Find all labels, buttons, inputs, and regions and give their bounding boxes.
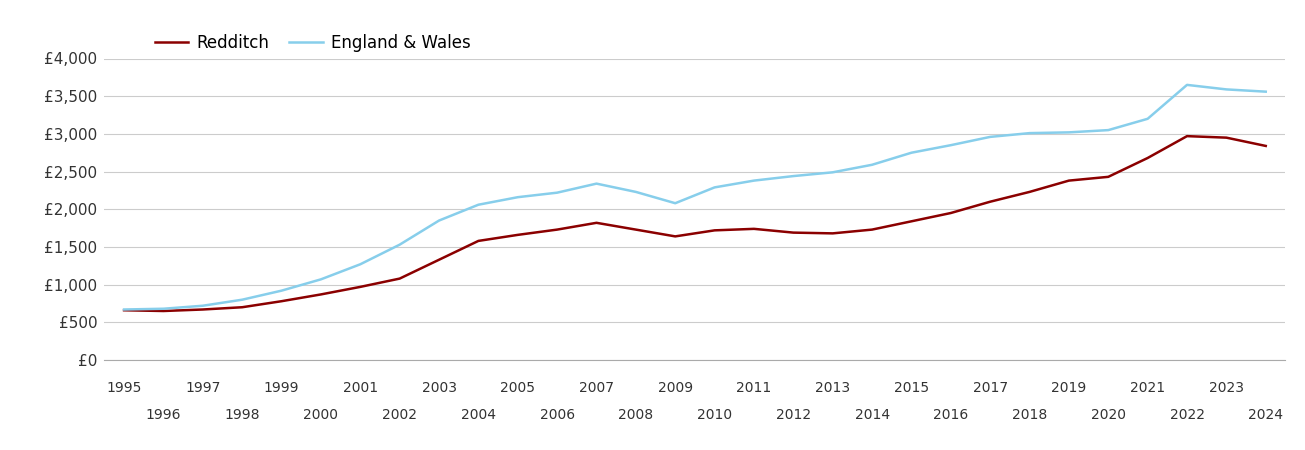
Redditch xyxy=(1061,178,1077,183)
England & Wales xyxy=(392,242,407,248)
Text: 2012: 2012 xyxy=(775,408,810,422)
Redditch xyxy=(1219,135,1235,140)
England & Wales xyxy=(864,162,880,167)
England & Wales xyxy=(194,303,210,308)
Text: 2003: 2003 xyxy=(422,381,457,395)
England & Wales xyxy=(589,181,604,186)
Redditch xyxy=(825,231,840,236)
Text: 2014: 2014 xyxy=(855,408,890,422)
England & Wales xyxy=(116,307,132,312)
England & Wales xyxy=(667,201,683,206)
England & Wales xyxy=(510,194,526,200)
Redditch xyxy=(667,234,683,239)
England & Wales xyxy=(1061,130,1077,135)
Text: 2021: 2021 xyxy=(1130,381,1165,395)
England & Wales xyxy=(1139,116,1155,122)
Text: 2024: 2024 xyxy=(1249,408,1283,422)
Redditch xyxy=(274,298,290,304)
Redditch xyxy=(352,284,368,290)
Text: 2011: 2011 xyxy=(736,381,771,395)
Redditch xyxy=(471,238,487,243)
Text: 2001: 2001 xyxy=(343,381,378,395)
Text: 2017: 2017 xyxy=(972,381,1007,395)
Text: 2013: 2013 xyxy=(816,381,851,395)
Text: 2018: 2018 xyxy=(1011,408,1047,422)
Text: 1995: 1995 xyxy=(107,381,142,395)
Redditch xyxy=(1100,174,1116,180)
Redditch xyxy=(628,227,643,232)
Line: Redditch: Redditch xyxy=(124,136,1266,311)
Text: 2004: 2004 xyxy=(461,408,496,422)
England & Wales xyxy=(903,150,919,155)
England & Wales xyxy=(1180,82,1195,88)
Redditch xyxy=(549,227,565,232)
Redditch xyxy=(392,276,407,281)
Redditch xyxy=(1258,143,1274,148)
Redditch xyxy=(431,257,446,262)
Text: 2002: 2002 xyxy=(382,408,418,422)
England & Wales xyxy=(983,134,998,140)
England & Wales xyxy=(746,178,762,183)
Text: 1999: 1999 xyxy=(264,381,299,395)
England & Wales xyxy=(944,143,959,148)
England & Wales xyxy=(1022,130,1037,136)
Redditch xyxy=(707,228,723,233)
England & Wales xyxy=(549,190,565,195)
Redditch xyxy=(1139,155,1155,161)
Text: 2019: 2019 xyxy=(1052,381,1087,395)
Redditch xyxy=(589,220,604,225)
Text: 2008: 2008 xyxy=(619,408,654,422)
Legend: Redditch, England & Wales: Redditch, England & Wales xyxy=(149,27,478,59)
Text: 2000: 2000 xyxy=(304,408,338,422)
England & Wales xyxy=(352,261,368,267)
Redditch xyxy=(1022,189,1037,194)
England & Wales xyxy=(471,202,487,207)
Redditch xyxy=(786,230,801,235)
England & Wales xyxy=(707,184,723,190)
Text: 1998: 1998 xyxy=(224,408,260,422)
Redditch xyxy=(235,305,251,310)
Text: 2009: 2009 xyxy=(658,381,693,395)
England & Wales xyxy=(1219,87,1235,92)
Redditch xyxy=(944,210,959,216)
Redditch xyxy=(903,219,919,224)
Text: 2010: 2010 xyxy=(697,408,732,422)
Text: 2016: 2016 xyxy=(933,408,968,422)
Text: 1997: 1997 xyxy=(185,381,221,395)
Redditch xyxy=(194,307,210,312)
Line: England & Wales: England & Wales xyxy=(124,85,1266,310)
Redditch xyxy=(155,308,171,314)
Text: 2005: 2005 xyxy=(500,381,535,395)
Redditch xyxy=(983,199,998,204)
England & Wales xyxy=(825,170,840,175)
Text: 1996: 1996 xyxy=(146,408,181,422)
England & Wales xyxy=(274,288,290,293)
England & Wales xyxy=(1100,127,1116,133)
Text: 2007: 2007 xyxy=(579,381,613,395)
England & Wales xyxy=(431,218,446,223)
England & Wales xyxy=(786,173,801,179)
Redditch xyxy=(313,292,329,297)
England & Wales xyxy=(235,297,251,302)
Text: 2023: 2023 xyxy=(1208,381,1244,395)
Redditch xyxy=(864,227,880,232)
Text: 2020: 2020 xyxy=(1091,408,1126,422)
England & Wales xyxy=(155,306,171,311)
Redditch xyxy=(1180,134,1195,139)
England & Wales xyxy=(1258,89,1274,94)
England & Wales xyxy=(313,277,329,282)
Redditch xyxy=(510,232,526,238)
England & Wales xyxy=(628,189,643,194)
Text: 2006: 2006 xyxy=(539,408,574,422)
Redditch xyxy=(746,226,762,232)
Text: 2022: 2022 xyxy=(1169,408,1205,422)
Redditch xyxy=(116,307,132,313)
Text: 2015: 2015 xyxy=(894,381,929,395)
